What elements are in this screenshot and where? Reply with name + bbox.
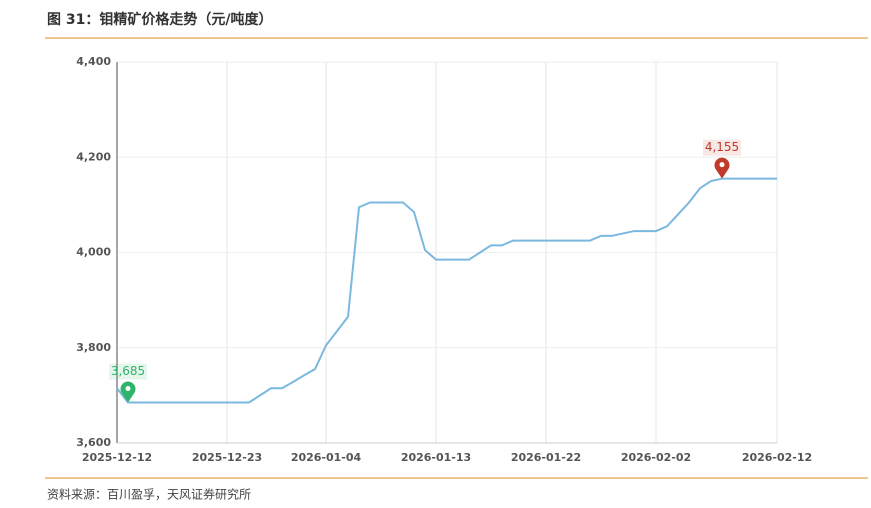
x-tick-label: 2025-12-12 bbox=[82, 451, 152, 464]
annotation-pin-dot bbox=[719, 162, 725, 168]
y-tick-label: 3,800 bbox=[76, 341, 111, 354]
x-tick-label: 2026-01-22 bbox=[511, 451, 581, 464]
figure-title: 图 31：钼精矿价格走势（元/吨度） bbox=[47, 11, 272, 28]
source-note: 资料来源：百川盈孚，天风证券研究所 bbox=[47, 487, 251, 502]
x-tick-label: 2026-01-04 bbox=[291, 451, 362, 464]
y-tick-label: 4,000 bbox=[76, 246, 111, 259]
annotation-pin bbox=[714, 157, 730, 179]
x-tick-label: 2026-02-12 bbox=[742, 451, 812, 464]
x-tick-label: 2025-12-23 bbox=[192, 451, 262, 464]
x-tick-label: 2026-02-02 bbox=[621, 451, 691, 464]
plot: 3,600 3,800 4,000 4,200 4,400 2025-12-12 2025-… bbox=[76, 55, 812, 464]
annotation-label-bg bbox=[703, 139, 741, 156]
price-line bbox=[116, 177, 777, 404]
annotation-label-bg bbox=[109, 363, 147, 380]
annotation-label: 3,685 bbox=[111, 364, 145, 378]
x-tick-label: 2026-01-13 bbox=[401, 451, 471, 464]
annotation-pin-dot bbox=[125, 386, 131, 392]
annotation-label: 4,155 bbox=[705, 140, 739, 154]
y-tick-label: 4,400 bbox=[76, 55, 111, 68]
y-tick-label: 3,600 bbox=[76, 436, 111, 449]
annotation-pin bbox=[120, 381, 136, 403]
y-tick-label: 4,200 bbox=[76, 150, 111, 163]
